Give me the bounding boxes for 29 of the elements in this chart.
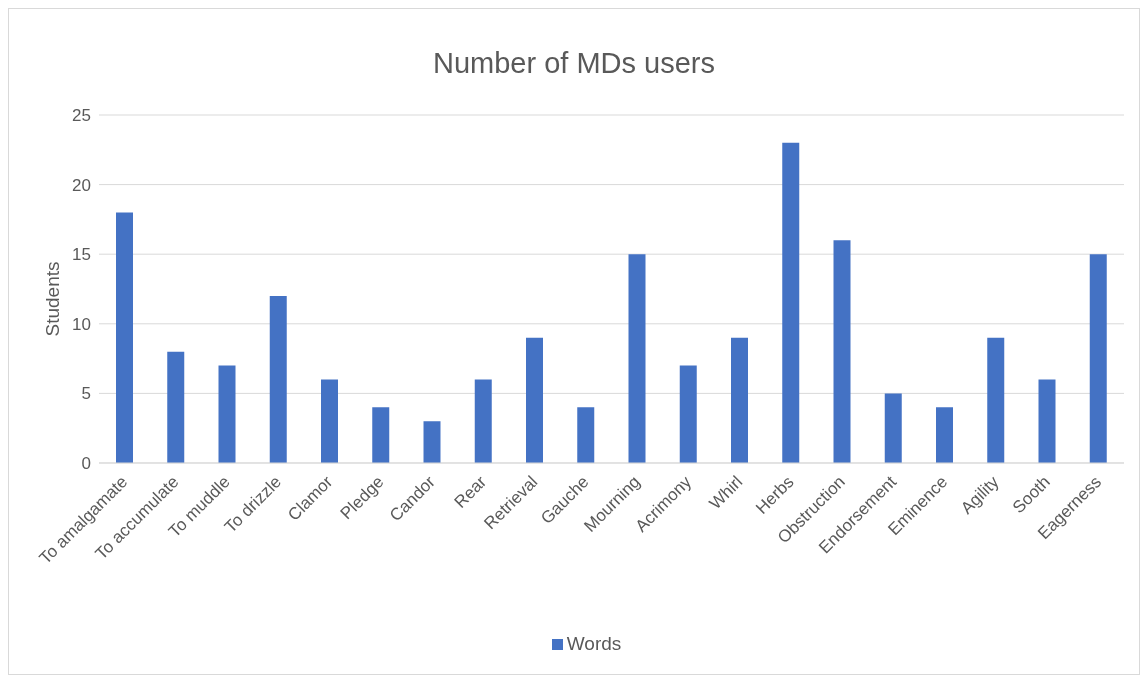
bar	[782, 142, 800, 463]
y-axis-title: Students	[42, 261, 64, 337]
y-tick-label: 10	[72, 314, 91, 334]
bar	[218, 365, 236, 463]
bar	[577, 407, 595, 463]
y-tick-label: 15	[72, 245, 91, 265]
bar	[269, 295, 287, 463]
bar	[936, 407, 953, 463]
y-tick-label: 20	[72, 175, 91, 195]
bar	[372, 407, 390, 463]
bar	[833, 240, 851, 463]
bar	[321, 379, 338, 463]
bar	[679, 365, 697, 463]
bar	[474, 379, 492, 463]
bar	[731, 337, 748, 463]
bar	[116, 212, 133, 463]
bar	[423, 421, 441, 463]
y-tick-label: 5	[81, 384, 91, 404]
bar	[167, 351, 185, 463]
y-tick-label: 0	[81, 454, 91, 474]
bar	[526, 337, 543, 463]
chart-title: Number of MDs users	[432, 47, 716, 80]
bar	[1089, 254, 1107, 463]
legend-label: Words	[566, 633, 622, 654]
bar	[628, 254, 646, 463]
bar	[987, 337, 1005, 463]
bar	[1038, 379, 1056, 463]
bar	[884, 393, 902, 463]
y-tick-label: 25	[72, 106, 91, 126]
